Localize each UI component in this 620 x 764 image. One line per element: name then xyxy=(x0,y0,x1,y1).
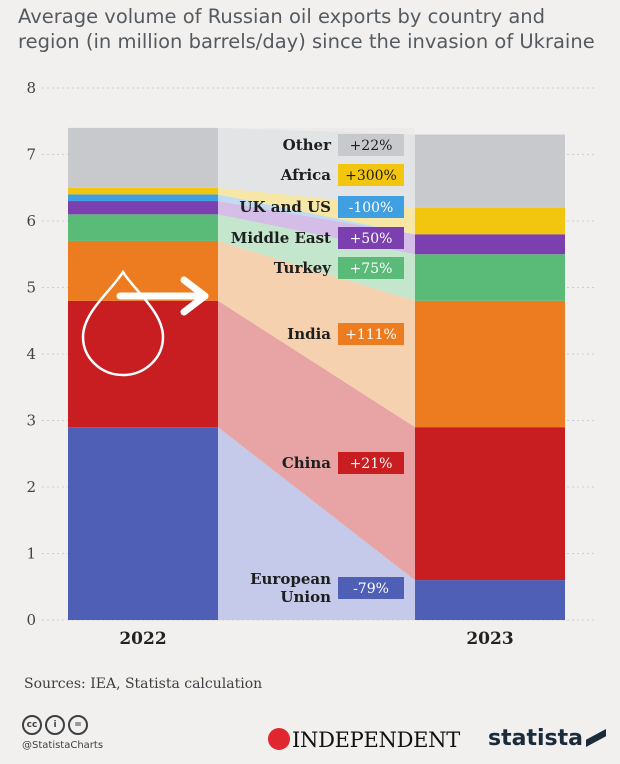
attribution-icon: i xyxy=(45,715,65,735)
bar-segment xyxy=(415,300,565,428)
series-label: Other xyxy=(283,136,332,154)
axis-layer: 0 1 2 3 4 5 6 7 8 2022 2023 xyxy=(26,79,513,649)
connector-band xyxy=(218,187,415,235)
bar-segment xyxy=(415,234,565,255)
bar-segment xyxy=(68,187,218,195)
change-badge-label: +300% xyxy=(345,168,397,184)
series-label: India xyxy=(287,325,331,343)
statista-logo: statista xyxy=(488,726,606,751)
series-label: Africa xyxy=(280,166,332,184)
change-badge xyxy=(338,452,404,474)
change-badge xyxy=(338,196,404,218)
change-badge xyxy=(338,134,404,156)
independent-wordmark: INDEPENDENT xyxy=(292,728,460,752)
bar-segment xyxy=(68,127,218,188)
chart-title: Average volume of Russian oil exports by… xyxy=(18,5,595,53)
series-label: UK and US xyxy=(239,198,331,216)
bar-segment xyxy=(68,427,218,620)
bar-layer xyxy=(68,127,565,620)
change-badge xyxy=(338,577,404,599)
change-badge-label: +111% xyxy=(345,327,397,343)
y-tick-label: 4 xyxy=(26,345,36,363)
eagle-icon xyxy=(268,728,290,750)
y-tick-label: 3 xyxy=(26,412,36,430)
statista-handle: @StatistaCharts xyxy=(22,740,104,751)
change-badge xyxy=(338,164,404,186)
connector-band xyxy=(218,240,415,428)
oil-drop-arrow-icon xyxy=(81,269,209,377)
bar-segment xyxy=(68,201,218,215)
y-tick-label: 1 xyxy=(26,545,36,563)
change-badge-label: +22% xyxy=(350,138,393,154)
bar-segment xyxy=(415,580,565,620)
license-icons: cc i = xyxy=(22,712,91,735)
change-badge-label: -79% xyxy=(353,581,389,597)
bar-segment xyxy=(68,194,218,202)
no-derivatives-icon: = xyxy=(68,715,88,735)
bar-segment xyxy=(415,207,565,235)
independent-logo: INDEPENDENT xyxy=(268,728,460,752)
cc-icon: cc xyxy=(22,715,42,735)
x-tick-label: 2023 xyxy=(466,629,513,649)
change-badge xyxy=(338,257,404,279)
sources-note: Sources: IEA, Statista calculation xyxy=(24,676,263,692)
connector-band xyxy=(218,427,415,620)
statista-wordmark: statista xyxy=(488,726,583,751)
y-tick-label: 0 xyxy=(26,611,36,629)
change-badge xyxy=(338,323,404,345)
bar-segment xyxy=(415,254,565,301)
change-badge xyxy=(338,227,404,249)
bar-segment xyxy=(68,214,218,241)
connector-layer xyxy=(218,127,415,621)
series-label: China xyxy=(282,454,331,472)
bar-segment xyxy=(415,427,565,581)
series-label: European xyxy=(250,570,331,588)
series-label: Union xyxy=(280,588,331,606)
x-tick-label: 2022 xyxy=(119,629,166,649)
change-badge-label: +21% xyxy=(350,456,393,472)
connector-band xyxy=(218,300,415,581)
series-label: Middle East xyxy=(231,229,331,247)
y-tick-label: 6 xyxy=(26,212,36,230)
bar-segment xyxy=(68,300,218,428)
change-badge-label: +50% xyxy=(350,231,393,247)
y-tick-label: 8 xyxy=(26,79,36,97)
y-tick-label: 5 xyxy=(26,279,36,297)
connector-band xyxy=(218,194,415,235)
y-tick-label: 7 xyxy=(26,146,36,164)
y-tick-label: 2 xyxy=(26,478,36,496)
connector-band xyxy=(218,214,415,301)
bar-segment xyxy=(415,134,565,208)
statista-mark-icon xyxy=(585,729,606,747)
change-badge-label: -100% xyxy=(349,200,394,216)
series-label: Turkey xyxy=(274,259,333,277)
change-badge-label: +75% xyxy=(350,261,393,277)
